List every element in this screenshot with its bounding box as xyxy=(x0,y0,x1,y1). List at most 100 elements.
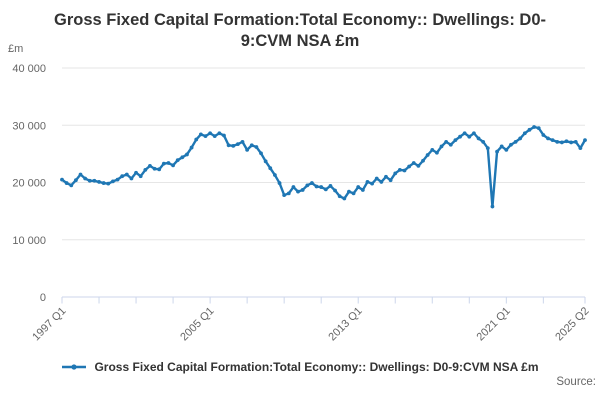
data-point-marker[interactable] xyxy=(231,143,236,148)
data-point-marker[interactable] xyxy=(411,161,416,165)
data-point-marker[interactable] xyxy=(152,166,157,171)
data-point-marker[interactable] xyxy=(351,191,356,196)
data-point-marker[interactable] xyxy=(101,181,106,185)
data-point-marker[interactable] xyxy=(370,181,374,186)
data-point-marker[interactable] xyxy=(92,178,97,183)
data-point-marker[interactable] xyxy=(286,191,291,196)
series-line[interactable] xyxy=(60,125,587,208)
data-point-marker[interactable] xyxy=(194,137,199,142)
data-point-marker[interactable] xyxy=(430,147,435,152)
data-point-marker[interactable] xyxy=(485,146,490,151)
data-point-marker[interactable] xyxy=(541,133,546,137)
data-point-marker[interactable] xyxy=(83,176,88,181)
data-point-marker[interactable] xyxy=(282,193,287,197)
data-point-marker[interactable] xyxy=(448,142,453,147)
data-point-marker[interactable] xyxy=(444,139,449,144)
data-point-marker[interactable] xyxy=(532,125,536,129)
data-point-marker[interactable] xyxy=(314,184,319,189)
data-point-marker[interactable] xyxy=(273,173,277,177)
data-point-marker[interactable] xyxy=(467,134,472,139)
data-point-marker[interactable] xyxy=(111,179,115,184)
data-point-marker[interactable] xyxy=(476,136,481,141)
data-point-marker[interactable] xyxy=(518,136,523,141)
data-point-marker[interactable] xyxy=(337,194,342,199)
data-point-marker[interactable] xyxy=(583,138,587,143)
data-point-marker[interactable] xyxy=(458,134,462,139)
data-point-marker[interactable] xyxy=(453,138,458,143)
data-point-marker[interactable] xyxy=(342,196,347,201)
data-point-marker[interactable] xyxy=(421,158,425,163)
data-point-marker[interactable] xyxy=(522,131,527,136)
data-point-marker[interactable] xyxy=(263,159,268,164)
data-point-marker[interactable] xyxy=(333,188,337,193)
data-point-marker[interactable] xyxy=(300,188,305,192)
data-point-marker[interactable] xyxy=(64,181,69,185)
data-point-marker[interactable] xyxy=(536,126,541,131)
data-point-marker[interactable] xyxy=(138,174,143,179)
data-point-marker[interactable] xyxy=(360,188,365,192)
data-point-marker[interactable] xyxy=(495,149,499,154)
data-point-marker[interactable] xyxy=(254,145,259,149)
data-point-marker[interactable] xyxy=(259,151,263,156)
data-point-marker[interactable] xyxy=(407,164,412,169)
data-point-marker[interactable] xyxy=(277,181,282,185)
data-point-marker[interactable] xyxy=(555,139,560,144)
data-point-marker[interactable] xyxy=(189,145,194,150)
data-point-marker[interactable] xyxy=(388,178,393,183)
data-point-marker[interactable] xyxy=(249,143,254,148)
data-point-marker[interactable] xyxy=(550,138,555,143)
data-point-marker[interactable] xyxy=(235,142,240,147)
data-point-marker[interactable] xyxy=(106,181,111,186)
data-point-marker[interactable] xyxy=(434,150,439,155)
data-point-marker[interactable] xyxy=(226,143,231,148)
data-point-marker[interactable] xyxy=(472,131,476,136)
data-point-marker[interactable] xyxy=(212,134,217,139)
data-point-marker[interactable] xyxy=(171,163,175,168)
data-point-marker[interactable] xyxy=(148,164,152,168)
data-point-marker[interactable] xyxy=(73,178,78,183)
data-point-marker[interactable] xyxy=(462,131,467,136)
data-point-marker[interactable] xyxy=(504,147,509,152)
data-point-marker[interactable] xyxy=(245,147,250,152)
data-point-marker[interactable] xyxy=(120,174,125,179)
data-point-marker[interactable] xyxy=(578,146,583,151)
data-point-marker[interactable] xyxy=(296,189,300,194)
data-point-marker[interactable] xyxy=(379,180,384,184)
data-point-marker[interactable] xyxy=(268,166,273,171)
data-point-marker[interactable] xyxy=(439,144,444,149)
data-point-marker[interactable] xyxy=(175,158,180,163)
data-point-marker[interactable] xyxy=(347,189,351,194)
data-point-marker[interactable] xyxy=(60,177,64,182)
data-point-marker[interactable] xyxy=(499,144,504,149)
data-point-marker[interactable] xyxy=(509,142,513,147)
data-point-marker[interactable] xyxy=(374,176,379,181)
data-point-marker[interactable] xyxy=(397,168,402,172)
data-point-marker[interactable] xyxy=(143,168,148,172)
data-point-marker[interactable] xyxy=(425,153,430,157)
data-point-marker[interactable] xyxy=(328,184,333,188)
data-point-marker[interactable] xyxy=(402,168,407,173)
legend-item[interactable]: Gross Fixed Capital Formation:Total Econ… xyxy=(0,360,600,374)
data-point-marker[interactable] xyxy=(356,185,361,189)
data-point-marker[interactable] xyxy=(124,172,129,177)
data-point-marker[interactable] xyxy=(203,134,208,139)
data-point-marker[interactable] xyxy=(185,152,189,157)
data-point-marker[interactable] xyxy=(291,185,296,189)
data-point-marker[interactable] xyxy=(134,170,138,175)
data-point-marker[interactable] xyxy=(416,164,421,168)
data-point-marker[interactable] xyxy=(573,139,578,144)
data-point-marker[interactable] xyxy=(161,161,166,166)
data-point-marker[interactable] xyxy=(527,127,532,132)
data-point-marker[interactable] xyxy=(115,177,120,182)
data-point-marker[interactable] xyxy=(559,140,564,145)
data-point-marker[interactable] xyxy=(365,180,370,184)
data-point-marker[interactable] xyxy=(208,131,213,136)
data-point-marker[interactable] xyxy=(323,187,328,192)
data-point-marker[interactable] xyxy=(217,131,222,136)
data-point-marker[interactable] xyxy=(97,180,101,184)
data-point-marker[interactable] xyxy=(166,161,171,165)
data-point-marker[interactable] xyxy=(129,176,134,181)
data-point-marker[interactable] xyxy=(393,171,398,176)
data-point-marker[interactable] xyxy=(310,181,314,185)
data-point-marker[interactable] xyxy=(198,132,203,137)
